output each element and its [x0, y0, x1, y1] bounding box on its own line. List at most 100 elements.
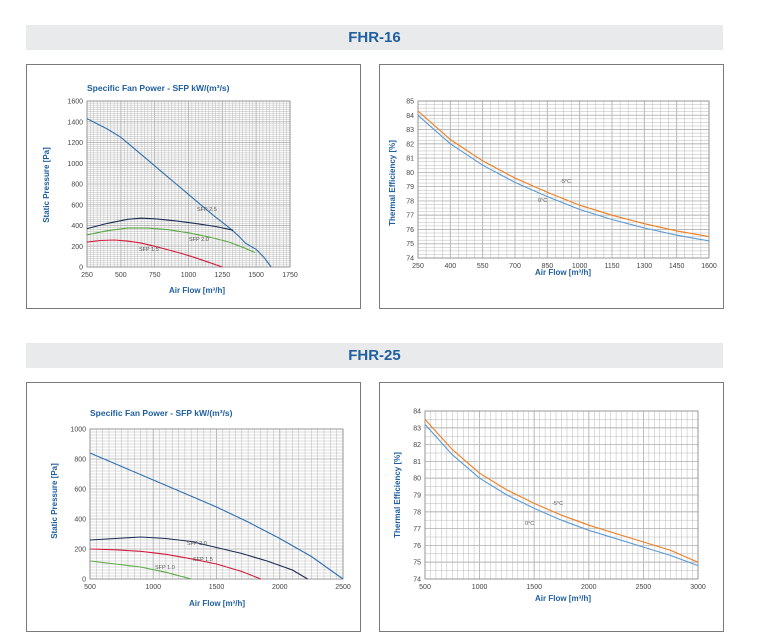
x-tick-label: 1000: [145, 584, 161, 591]
x-tick-label: 700: [509, 263, 521, 270]
fhr25-pressure-chart: 500 1000 1500 2000 2500 0 200 400 600 800 1000 Spec…: [50, 408, 351, 608]
series-line: [89, 452, 344, 580]
y-tick-label: 85: [406, 99, 414, 106]
y-tick-label: 74: [413, 577, 421, 584]
x-tick-label: 400: [444, 263, 456, 270]
curve-annotation: 0°C: [525, 521, 534, 527]
y-tick-label: 79: [406, 184, 414, 191]
y-tick-label: 76: [413, 543, 421, 550]
y-tick-label: 78: [413, 509, 421, 516]
fhr16-pressure-chart-panel: 250 500 750 1000 1250 1500 1750 0 200 400 600 800 10…: [26, 64, 361, 309]
y-tick-label: 1000: [70, 427, 86, 434]
y-tick-label: 79: [413, 493, 421, 500]
x-tick-label: 1000: [572, 263, 588, 270]
curve-annotation: SFP 1.0: [155, 565, 175, 571]
series-line: [89, 536, 308, 580]
y-tick-label: 74: [406, 256, 414, 263]
series-line: [424, 419, 699, 563]
plot-frame: [89, 428, 344, 580]
y-tick-label: 75: [413, 560, 421, 567]
section-title-fhr25: FHR-25: [26, 343, 723, 368]
curve-annotation: SFP 2.0: [189, 237, 209, 243]
x-tick-label: 500: [84, 584, 96, 591]
y-axis-label: Static Pressure [Pa]: [50, 463, 59, 539]
plot-frame: [86, 100, 291, 268]
y-tick-label: 800: [74, 457, 86, 464]
x-tick-label: 250: [81, 272, 93, 279]
series-line: [86, 227, 256, 254]
y-tick-label: 75: [406, 241, 414, 248]
x-tick-label: 2500: [335, 584, 351, 591]
y-tick-label: 0: [79, 265, 83, 272]
y-tick-label: 81: [413, 459, 421, 466]
x-tick-label: 3000: [690, 584, 706, 591]
x-tick-label: 550: [477, 263, 489, 270]
y-tick-label: 800: [71, 182, 83, 189]
y-tick-label: 81: [406, 156, 414, 163]
y-tick-label: 77: [413, 526, 421, 533]
x-tick-label: 1600: [701, 263, 717, 270]
y-tick-label: 1200: [67, 140, 83, 147]
chart-title: Specific Fan Power - SFP kW/(m³/s): [90, 408, 233, 418]
series-line: [86, 217, 234, 231]
chart-title: Specific Fan Power - SFP kW/(m³/s): [87, 83, 230, 93]
x-axis-label: Air Flow [m³/h]: [189, 599, 245, 608]
y-tick-label: 200: [74, 547, 86, 554]
x-axis-label: Air Flow [m³/h]: [535, 268, 591, 277]
y-tick-label: 80: [413, 476, 421, 483]
y-tick-label: 84: [406, 113, 414, 120]
curve-annotation: SFP 2.5: [197, 207, 217, 213]
y-tick-label: 1600: [67, 99, 83, 106]
y-tick-label: 78: [406, 198, 414, 205]
series-line: [89, 548, 262, 580]
section-title-fhr16: FHR-16: [26, 25, 723, 50]
x-tick-label: 1250: [215, 272, 231, 279]
x-tick-label: 1500: [209, 584, 225, 591]
x-tick-label: 500: [419, 584, 431, 591]
series-line: [86, 118, 272, 268]
y-axis-label: Thermal Efficiency [%]: [388, 140, 397, 226]
plot-frame: [424, 410, 699, 580]
y-tick-label: 0: [82, 577, 86, 584]
y-tick-label: 83: [413, 425, 421, 432]
x-tick-label: 1450: [669, 263, 685, 270]
y-tick-label: 77: [406, 213, 414, 220]
y-axis-label: Static Pressure [Pa]: [42, 147, 51, 223]
fhr25-pressure-chart-panel: 500 1000 1500 2000 2500 0 200 400 600 800 1000 Spec…: [26, 382, 361, 632]
x-tick-label: 750: [149, 272, 161, 279]
x-tick-label: 1000: [181, 272, 197, 279]
series-line: [86, 239, 223, 268]
curve-annotation: -5°C: [560, 179, 571, 185]
y-tick-label: 84: [413, 409, 421, 416]
fhr16-efficiency-chart-panel: 250 400 550 700 850 1000 1150 1300 1450 1600 74 75 7…: [379, 64, 724, 309]
curve-annotation: SFP 1.5: [139, 247, 159, 253]
y-tick-label: 83: [406, 127, 414, 134]
y-tick-label: 80: [406, 170, 414, 177]
fhr16-efficiency-chart: 250 400 550 700 850 1000 1150 1300 1450 1600 74 75 7…: [388, 99, 717, 278]
x-axis-label: Air Flow [m³/h]: [169, 286, 225, 295]
y-tick-label: 400: [74, 517, 86, 524]
series-line: [89, 560, 192, 580]
curve-annotation: -5°C: [552, 501, 563, 507]
fhr16-pressure-chart: 250 500 750 1000 1250 1500 1750 0 200 400 600 800 10…: [42, 83, 298, 295]
x-tick-label: 1500: [526, 584, 542, 591]
y-tick-label: 600: [74, 487, 86, 494]
series-line: [424, 424, 699, 567]
y-tick-label: 76: [406, 227, 414, 234]
series-line: [417, 110, 710, 238]
y-tick-label: 82: [406, 141, 414, 148]
y-tick-label: 400: [71, 223, 83, 230]
curve-annotation: SFP 1.5: [193, 557, 213, 563]
x-tick-label: 1150: [604, 263, 619, 270]
curve-annotation: 0°C: [538, 198, 547, 204]
fhr25-efficiency-chart-panel: 500 1000 1500 2000 2500 3000 74 75 76 77 78 79 80 81 8…: [379, 382, 724, 632]
x-tick-label: 250: [412, 263, 424, 270]
curve-annotation: SFP 2.0: [187, 541, 207, 547]
x-tick-label: 2500: [636, 584, 652, 591]
x-axis-label: Air Flow [m³/h]: [535, 594, 591, 603]
x-tick-label: 1750: [282, 272, 298, 279]
series-line: [417, 114, 710, 242]
y-axis-label: Thermal Efficiency [%]: [393, 452, 402, 538]
x-tick-label: 1300: [637, 263, 653, 270]
x-tick-label: 500: [115, 272, 127, 279]
